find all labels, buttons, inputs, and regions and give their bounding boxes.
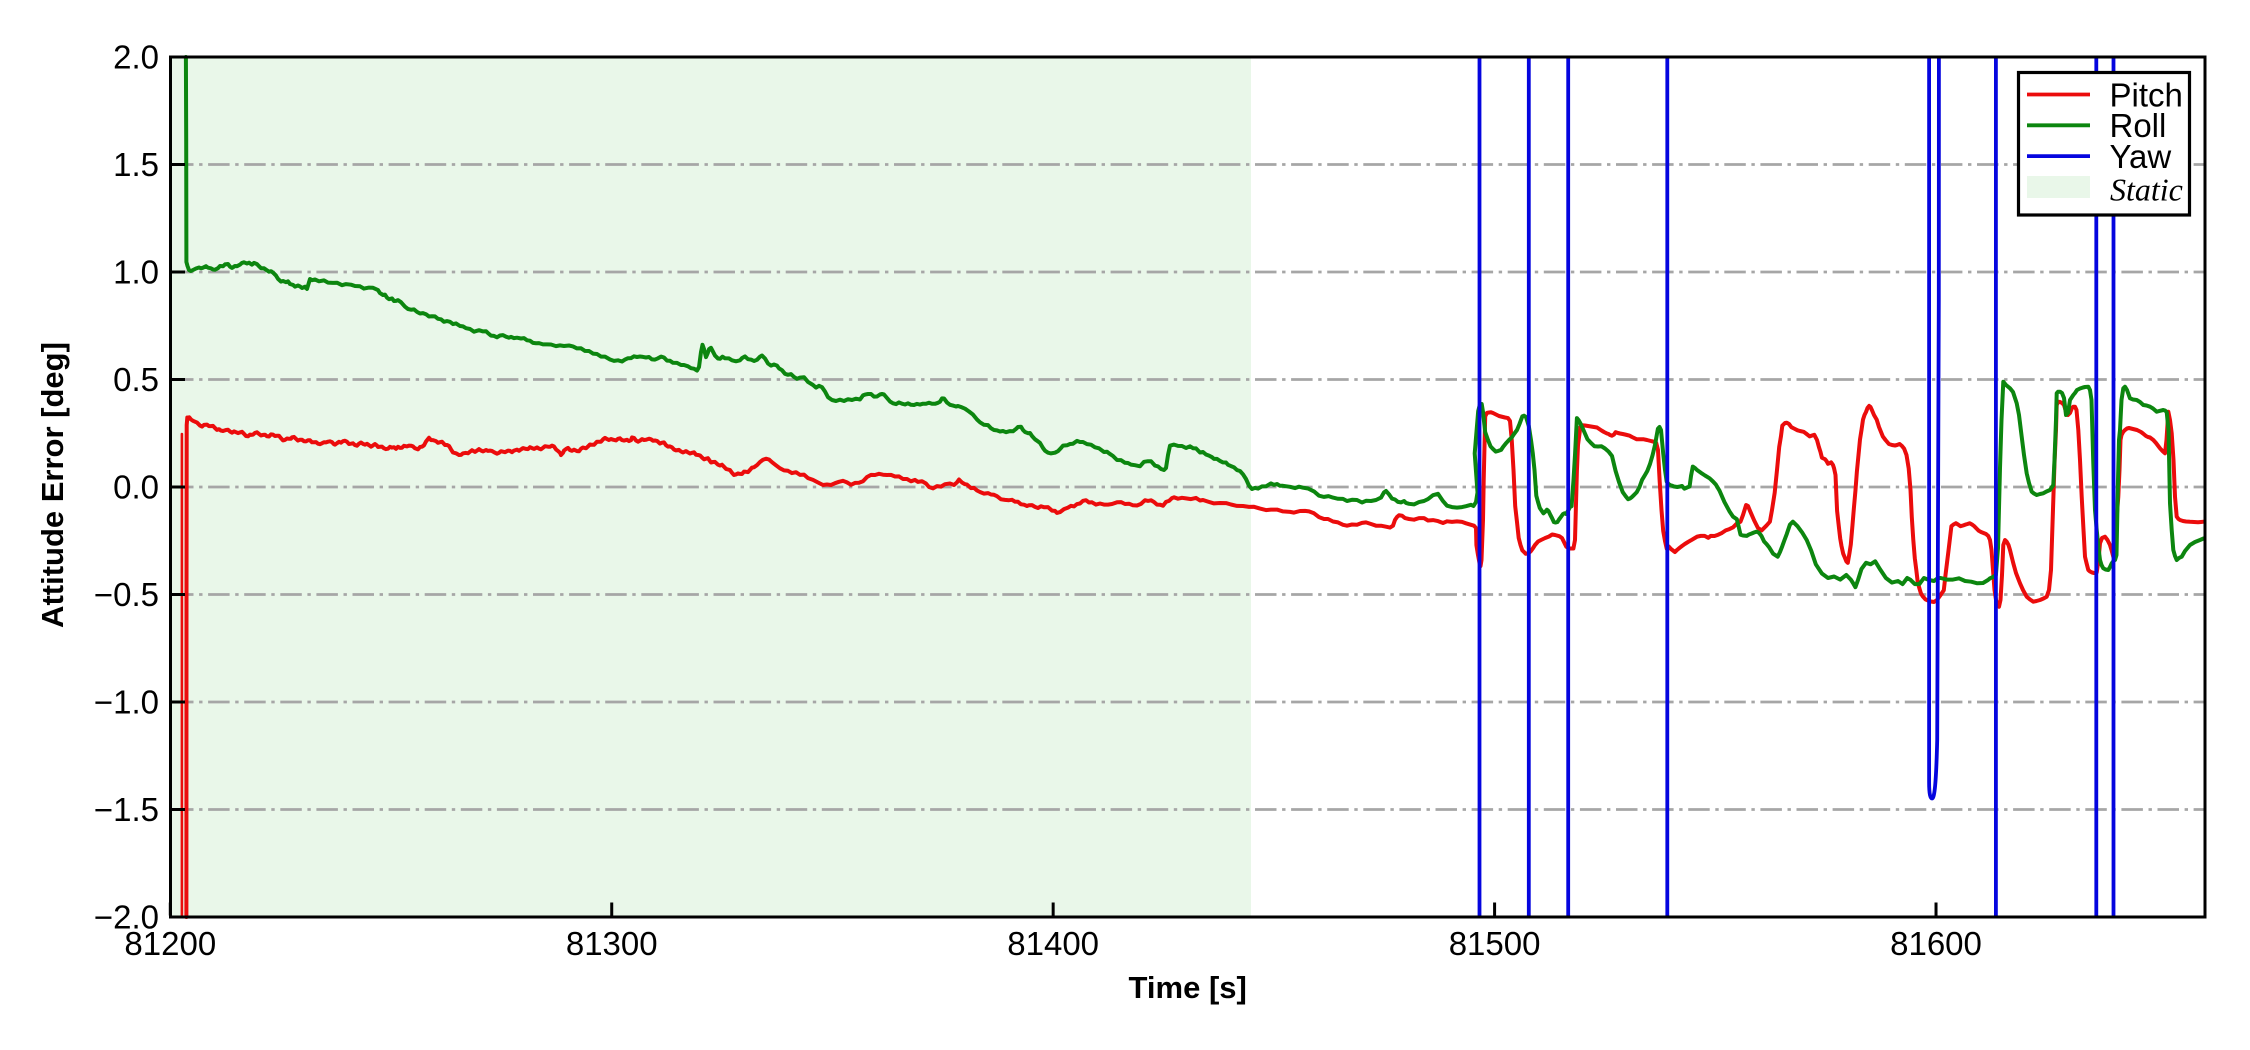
- svg-text:−1.0: −1.0: [94, 684, 159, 721]
- svg-text:81200: 81200: [124, 925, 216, 962]
- svg-text:81400: 81400: [1007, 925, 1099, 962]
- svg-text:Attitude Error [deg]: Attitude Error [deg]: [35, 342, 70, 628]
- svg-text:81600: 81600: [1890, 925, 1982, 962]
- svg-text:Static: Static: [2110, 172, 2183, 208]
- svg-text:0.5: 0.5: [113, 361, 159, 398]
- svg-text:1.0: 1.0: [113, 254, 159, 291]
- svg-text:Roll: Roll: [2110, 107, 2167, 144]
- svg-text:81500: 81500: [1449, 925, 1541, 962]
- svg-text:Pitch: Pitch: [2110, 76, 2183, 113]
- svg-text:−1.5: −1.5: [94, 791, 159, 828]
- svg-text:Time [s]: Time [s]: [1129, 970, 1247, 1005]
- svg-text:−2.0: −2.0: [94, 899, 159, 936]
- svg-text:0.0: 0.0: [113, 469, 159, 506]
- svg-text:1.5: 1.5: [113, 146, 159, 183]
- svg-text:−0.5: −0.5: [94, 576, 159, 613]
- svg-text:Yaw: Yaw: [2110, 138, 2172, 175]
- svg-text:81300: 81300: [566, 925, 658, 962]
- svg-text:2.0: 2.0: [113, 39, 159, 76]
